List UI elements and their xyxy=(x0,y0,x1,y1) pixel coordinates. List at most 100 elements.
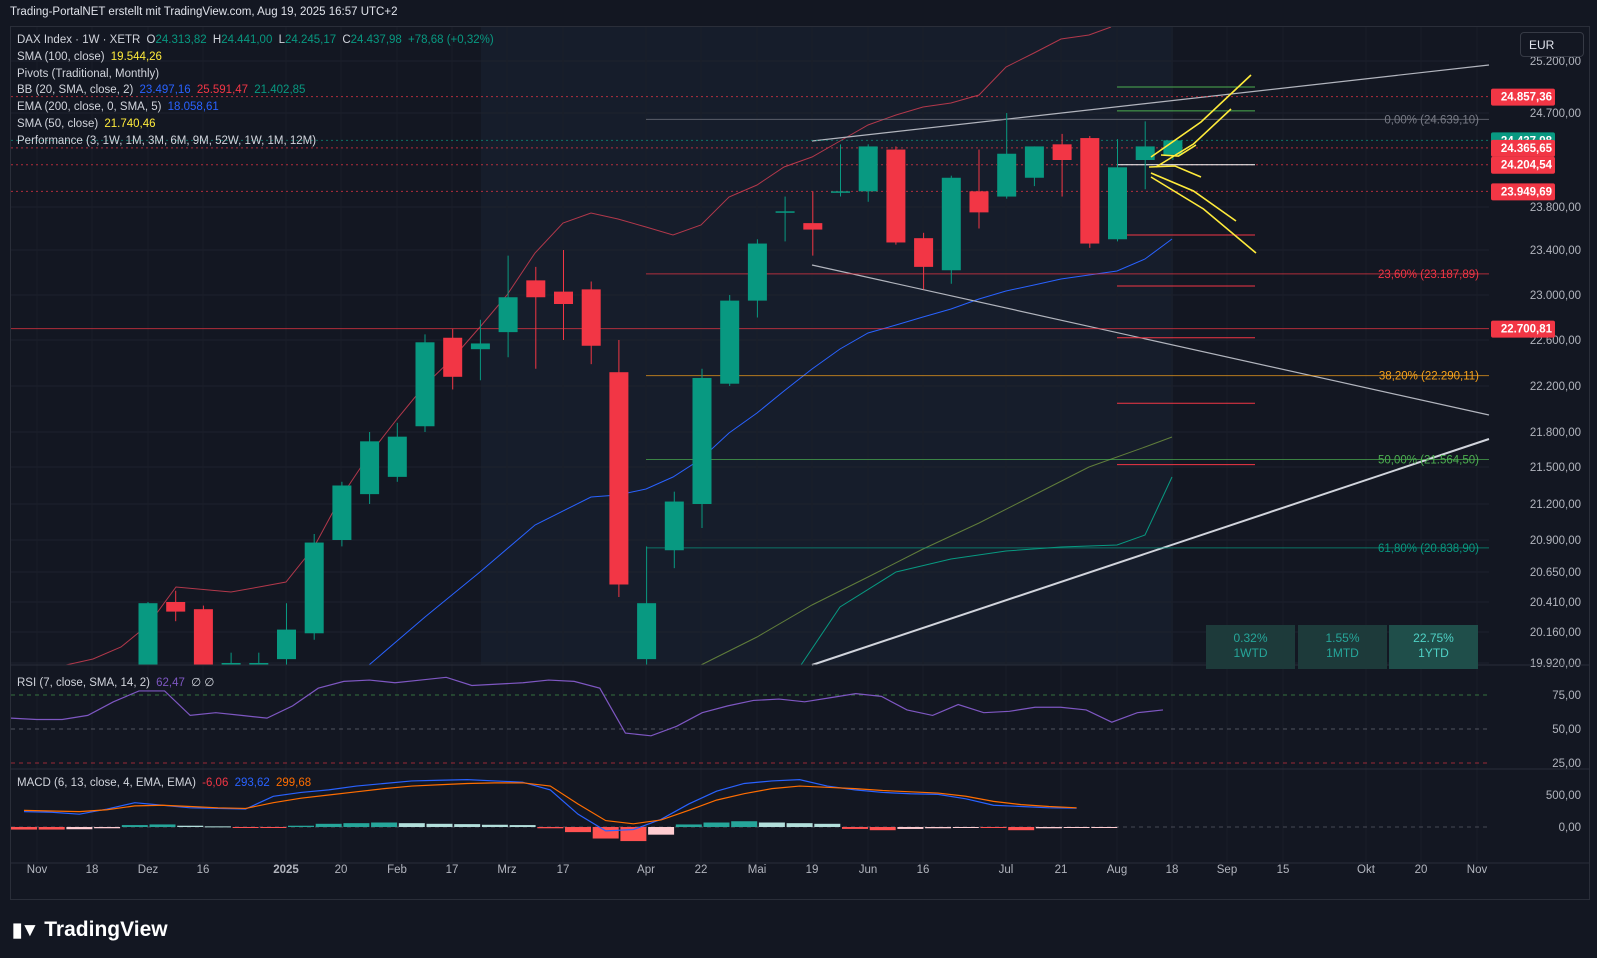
candle-body xyxy=(332,485,352,540)
candle xyxy=(664,491,684,569)
candle-body xyxy=(1024,146,1044,178)
macd-histogram-bar xyxy=(315,823,342,827)
time-tick-label: Dez xyxy=(138,864,159,876)
candle-body xyxy=(803,223,823,230)
candle-body xyxy=(443,337,463,377)
time-tick-label: Jun xyxy=(859,864,878,876)
macd-histogram-bar xyxy=(38,827,65,830)
bb-lower-line xyxy=(800,476,1173,666)
legend-macd-line: 293,62 xyxy=(234,777,270,789)
candle xyxy=(1052,133,1072,197)
macd-histogram-bar xyxy=(121,825,148,827)
candle-body xyxy=(304,542,324,634)
candle xyxy=(1024,146,1044,187)
fib-level-label: 0,00% (24.639,10) xyxy=(1384,114,1479,126)
macd-histogram-bar xyxy=(343,823,370,827)
candle-body xyxy=(554,291,573,304)
legend-ema-value: 18.058,61 xyxy=(167,101,219,113)
candle-body xyxy=(277,629,296,660)
legend-ema[interactable]: EMA (200, close, 0, SMA, 5) 18.058,61 xyxy=(17,101,222,113)
candle-body xyxy=(692,377,712,504)
macd-histogram-bar xyxy=(897,827,924,829)
fib-level-label: 38,20% (22.290,11) xyxy=(1379,371,1479,383)
candle-body xyxy=(637,603,657,660)
candle-body xyxy=(941,177,961,271)
perf-cell-1mtd: 1.55% 1MTD xyxy=(1298,625,1387,669)
candle xyxy=(138,602,158,665)
macd-histogram-bar xyxy=(565,827,591,833)
trendline-support xyxy=(811,438,1490,666)
chart-frame[interactable]: 25.200,00 24.700,00 23.800,00 23.400,00 23.0… xyxy=(10,26,1590,900)
candle-body xyxy=(1080,138,1100,244)
fib-level-label: 50,00% (21.564,50) xyxy=(1378,454,1479,466)
candle xyxy=(914,232,934,290)
macd-histogram-bar xyxy=(592,827,619,839)
legend-close: 24.437,98 xyxy=(350,34,402,46)
candle-body xyxy=(249,663,269,665)
time-tick-label: 17 xyxy=(557,864,570,876)
chart-canvas[interactable]: 25.200,00 24.700,00 23.800,00 23.400,00 23.0… xyxy=(11,27,1589,899)
bb-basis-line xyxy=(368,238,1173,666)
projection-arrow xyxy=(1155,108,1232,168)
price-tick-label: 19.920,00 xyxy=(1530,658,1581,670)
candle-body xyxy=(720,300,740,384)
legend-pivots[interactable]: Pivots (Traditional, Monthly) xyxy=(17,68,162,80)
time-tick-label: Sep xyxy=(1217,864,1237,876)
legend-performance[interactable]: Performance (3, 1W, 1M, 3M, 6M, 9M, 52W,… xyxy=(17,135,319,147)
price-tick-label: 23.000,00 xyxy=(1530,290,1581,302)
price-tick-label: 21.500,00 xyxy=(1530,462,1581,474)
macd-histogram-bar xyxy=(537,827,564,829)
rsi-line xyxy=(11,676,1164,737)
rsi-tick-label: 75,00 xyxy=(1552,690,1581,702)
legend-low-label: L xyxy=(278,34,285,46)
candle xyxy=(277,603,296,665)
price-tick-label: 20.650,00 xyxy=(1530,567,1581,579)
candle xyxy=(747,239,767,318)
legend-sma100[interactable]: SMA (100, close) 19.544,26 xyxy=(17,51,165,63)
time-tick-label: Jul xyxy=(999,864,1014,876)
perf-value: 1.55% xyxy=(1325,631,1360,645)
rsi-tick-label: 50,00 xyxy=(1552,724,1581,736)
time-tick-label: 22 xyxy=(695,864,708,876)
legend-ema-label: EMA (200, close, 0, SMA, 5) xyxy=(17,101,162,113)
currency-selector[interactable]: EUR xyxy=(1520,32,1584,57)
trendline-upper xyxy=(811,64,1490,142)
perf-value: 0.32% xyxy=(1233,631,1268,645)
macd-histogram-bar xyxy=(232,827,259,828)
macd-histogram-bar xyxy=(952,827,979,828)
legend-bb[interactable]: BB (20, SMA, close, 2) 23.497,16 25.591,… xyxy=(17,84,308,96)
macd-histogram-bar xyxy=(94,827,121,829)
time-tick-label: 21 xyxy=(1055,864,1068,876)
perf-value: 22.75% xyxy=(1413,631,1454,645)
macd-histogram-bar xyxy=(177,825,204,827)
price-tick-label: 22.600,00 xyxy=(1530,335,1581,347)
price-tick-label: 20.160,00 xyxy=(1530,627,1581,639)
legend-symbol[interactable]: DAX Index · 1W · XETR xyxy=(17,34,141,46)
macd-histogram-bar xyxy=(454,824,481,827)
candle xyxy=(526,266,546,369)
candle-body xyxy=(831,191,850,193)
tradingview-logo[interactable]: ▮▼ TradingView xyxy=(12,918,168,942)
perf-label: 1YTD xyxy=(1418,646,1449,660)
candle xyxy=(997,113,1017,199)
price-tick-label: 22.200,00 xyxy=(1530,381,1581,393)
projection-arrow xyxy=(1160,144,1197,157)
legend-bb-up: 25.591,47 xyxy=(196,84,249,96)
candle xyxy=(1135,121,1155,190)
chart-header: Trading-PortalNET erstellt mit TradingVi… xyxy=(10,6,398,18)
macd-histogram-bar xyxy=(703,822,730,827)
candle xyxy=(609,340,629,597)
tradingview-logo-icon: ▮▼ xyxy=(12,919,39,941)
legend-rsi[interactable]: RSI (7, close, SMA, 14, 2) 62,47 ∅ ∅ xyxy=(17,675,217,689)
price-tag xyxy=(1491,183,1555,201)
candle xyxy=(249,652,269,665)
legend-macd[interactable]: MACD (6, 13, close, 4, EMA, EMA) -6,06 2… xyxy=(17,777,314,789)
legend-sma50[interactable]: SMA (50, close) 21.740,46 xyxy=(17,118,159,130)
time-tick-label: Mai xyxy=(748,864,767,876)
candle xyxy=(858,144,878,202)
candle xyxy=(831,144,850,197)
legend-high: 24.441,00 xyxy=(221,34,273,46)
rsi-tick-label: 25,00 xyxy=(1552,758,1581,770)
legend-pivots-label: Pivots (Traditional, Monthly) xyxy=(17,68,160,80)
candle-body xyxy=(581,289,601,346)
